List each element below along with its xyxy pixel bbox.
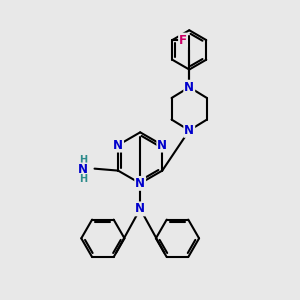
Text: N: N bbox=[113, 139, 123, 152]
Text: H: H bbox=[79, 155, 87, 165]
Text: N: N bbox=[78, 163, 88, 176]
Text: H: H bbox=[79, 174, 87, 184]
Text: N: N bbox=[157, 139, 167, 152]
Text: N: N bbox=[184, 124, 194, 137]
Text: N: N bbox=[135, 177, 145, 190]
Text: N: N bbox=[135, 202, 145, 215]
Text: F: F bbox=[179, 34, 187, 46]
Text: N: N bbox=[184, 81, 194, 94]
